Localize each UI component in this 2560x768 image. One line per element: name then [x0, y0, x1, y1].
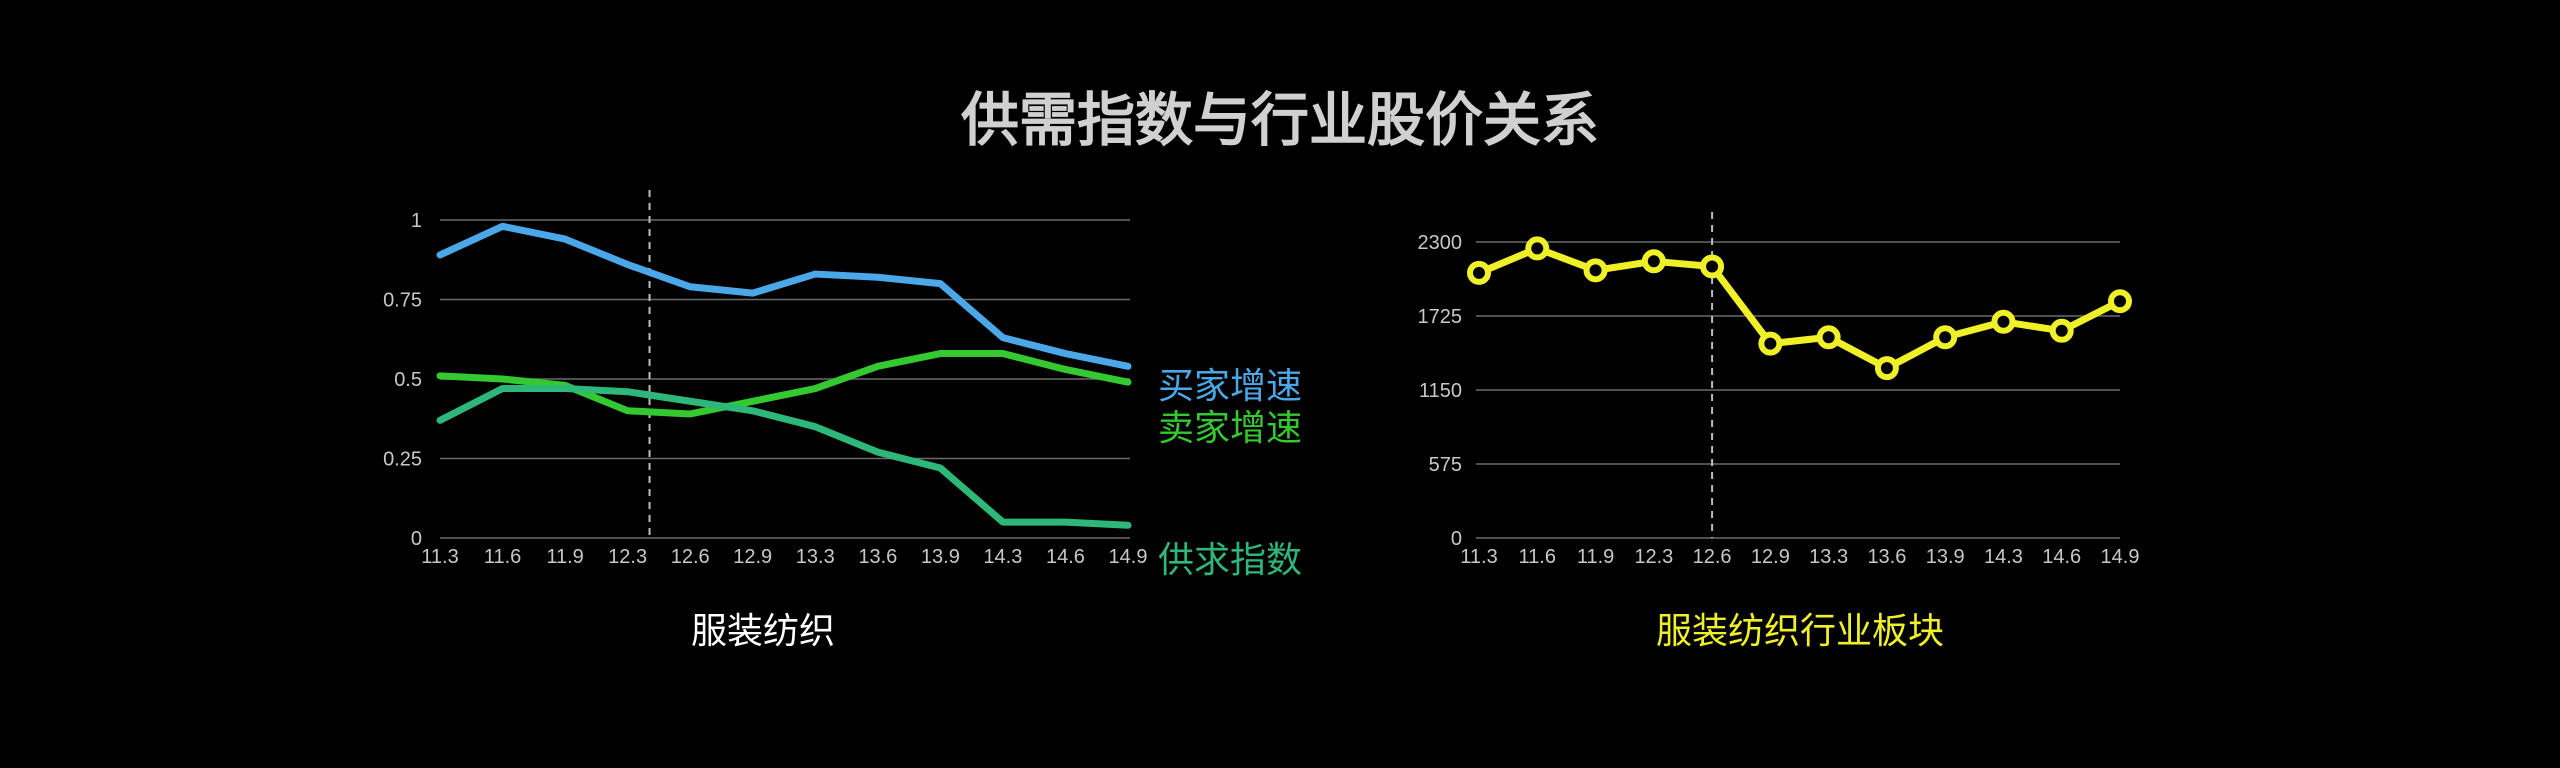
data-point [2108, 289, 2132, 314]
x-tick-label: 13.6 [858, 546, 897, 568]
chart-right-sector: 0 575 1150 1725 2300 11.3 11.6 11.9 12.3 12.6 12.9… [1418, 212, 2140, 568]
x-tick-label: 13.6 [1867, 546, 1906, 568]
data-point [1525, 236, 1550, 261]
chart-right-title: 服装纺织行业板块 [1656, 611, 1944, 652]
legend-label-2: 卖家增速 [1158, 408, 1302, 449]
x-tick-label: 11.9 [1577, 546, 1614, 568]
x-tick-label: 12.6 [1693, 546, 1732, 568]
data-point [1758, 331, 1783, 356]
data-point [1816, 325, 1841, 350]
x-tick-label: 13.3 [796, 546, 835, 568]
y-tick-label: 575 [1429, 454, 1462, 476]
x-tick-label: 14.6 [2042, 546, 2081, 568]
data-point [1467, 260, 1491, 285]
y-tick-label: 0 [411, 528, 422, 550]
series-line-1 [436, 222, 1132, 370]
y-tick-label: 0.5 [394, 369, 422, 391]
x-tick-label: 13.9 [1926, 546, 1965, 568]
series-line-3 [436, 385, 1132, 529]
y-tick-label: 2300 [1418, 232, 1463, 254]
page-title: 供需指数与行业股价关系 [960, 86, 1599, 154]
x-tick-label: 14.3 [1984, 546, 2023, 568]
data-point [1583, 258, 1608, 283]
y-tick-label: 1 [411, 210, 422, 232]
x-tick-label: 12.6 [671, 546, 710, 568]
data-point [1991, 309, 2016, 334]
x-tick-label: 14.3 [983, 546, 1022, 568]
data-point [2049, 318, 2074, 343]
x-tick-label: 11.6 [484, 546, 521, 568]
x-tick-label: 12.3 [1634, 546, 1673, 568]
data-point [1874, 356, 1899, 381]
x-tick-label: 13.3 [1809, 546, 1848, 568]
x-tick-label: 11.3 [421, 546, 458, 568]
x-tick-label: 14.9 [2101, 546, 2140, 568]
x-tick-label: 13.9 [921, 546, 960, 568]
chart-left-apparel: 0 0.25 0.5 0.75 1 11.3 11.6 11.9 12.3 12.6 12.9 13.… [383, 190, 1302, 581]
x-tick-label: 12.9 [733, 546, 772, 568]
y-tick-label: 0 [1451, 528, 1462, 550]
y-tick-label: 0.25 [383, 449, 422, 471]
series-line-1 [1475, 244, 2124, 372]
legend-label-1: 买家增速 [1158, 366, 1302, 407]
x-tick-label: 12.3 [608, 546, 647, 568]
y-tick-label: 1725 [1418, 306, 1463, 328]
x-tick-label: 14.9 [1109, 546, 1148, 568]
legend-label-3: 供求指数 [1158, 540, 1302, 581]
data-point [1933, 325, 1958, 350]
x-tick-label: 14.6 [1046, 546, 1085, 568]
x-tick-label: 11.9 [546, 546, 583, 568]
data-point [1641, 249, 1666, 274]
y-tick-label: 0.75 [383, 290, 422, 312]
x-tick-label: 11.3 [1460, 546, 1497, 568]
series-line-2 [436, 350, 1132, 418]
x-tick-label: 11.6 [1519, 546, 1556, 568]
data-point [1700, 254, 1725, 279]
y-tick-label: 1150 [1419, 380, 1462, 402]
x-tick-label: 12.9 [1751, 546, 1790, 568]
chart-left-title: 服装纺织 [691, 611, 835, 652]
